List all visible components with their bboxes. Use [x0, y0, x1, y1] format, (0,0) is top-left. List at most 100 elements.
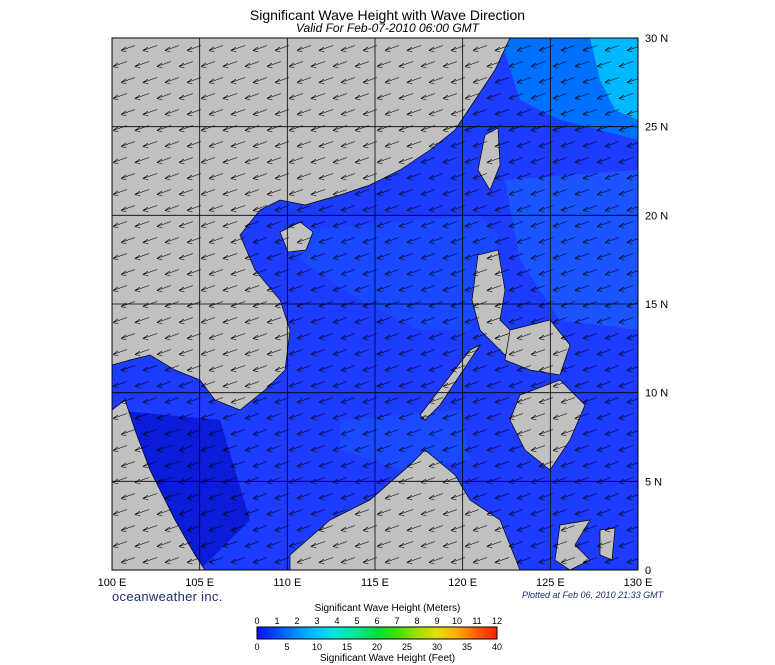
wave-direction-arrow [186, 461, 202, 469]
wave-direction-arrow [450, 333, 466, 341]
wave-direction-arrow [398, 317, 414, 325]
wave-direction-arrow [156, 253, 172, 261]
wave-direction-arrow [384, 269, 400, 277]
wave-direction-arrow [516, 493, 532, 501]
wave-direction-arrow [208, 365, 224, 373]
wave-direction-arrow [178, 125, 194, 133]
wave-direction-arrow [340, 493, 356, 501]
colorbar-swatch [305, 627, 308, 639]
wave-direction-arrow [384, 237, 400, 245]
colorbar-swatch [297, 627, 300, 639]
colorbar-swatch [443, 627, 446, 639]
east-wave-zone [505, 170, 638, 330]
wave-direction-arrow [530, 477, 546, 485]
wave-direction-arrow [442, 477, 458, 485]
wave-direction-arrow [626, 238, 638, 245]
wave-direction-arrow [464, 285, 480, 293]
colorbar-swatch [309, 627, 312, 639]
wave-direction-arrow [164, 45, 180, 53]
wave-direction-arrow [340, 77, 356, 85]
colorbar-swatch [487, 627, 490, 639]
colorbar-swatch [459, 627, 462, 639]
wave-direction-arrow [120, 77, 136, 85]
wave-direction-arrow [428, 461, 444, 469]
wave-direction-arrow [178, 285, 194, 293]
colorbar-swatch [381, 627, 384, 639]
wave-direction-arrow [406, 429, 422, 437]
wave-direction-arrow [332, 349, 348, 357]
wave-direction-arrow [574, 189, 590, 197]
wave-direction-arrow [244, 445, 260, 453]
wave-direction-arrow [442, 189, 458, 197]
land-malay-peninsula [112, 399, 206, 570]
wave-direction-arrow [450, 109, 466, 117]
wave-direction-arrow [508, 413, 524, 421]
wave-direction-arrow [332, 93, 348, 101]
wave-direction-arrow [472, 173, 488, 181]
longitude-label: 115 E [361, 577, 389, 589]
colorbar-swatch [257, 627, 260, 639]
wave-direction-arrow [398, 509, 414, 517]
wave-direction-arrow [332, 221, 348, 229]
colorbar-swatch [481, 627, 484, 639]
map-frame [111, 37, 639, 571]
wave-direction-arrow [450, 461, 466, 469]
wave-direction-arrow [530, 317, 546, 325]
wave-direction-arrow [340, 269, 356, 277]
wave-direction-arrow [112, 509, 128, 517]
wave-direction-arrow [574, 413, 590, 421]
wave-direction-arrow [362, 269, 378, 277]
wave-direction-arrow [398, 253, 414, 261]
colorbar-swatch [271, 627, 274, 639]
colorbar-meter-tick: 9 [434, 616, 439, 626]
wave-direction-arrow [134, 125, 150, 133]
wave-direction-arrow [464, 125, 480, 133]
colorbar-swatch [429, 627, 432, 639]
wave-direction-arrow [626, 174, 638, 181]
wave-direction-arrow [354, 189, 370, 197]
wave-direction-arrow [288, 317, 304, 325]
wave-direction-arrow [472, 237, 488, 245]
wave-direction-arrow [230, 205, 246, 213]
wave-direction-arrow [266, 381, 282, 389]
wave-direction-arrow [406, 397, 422, 405]
colorbar-swatch [287, 627, 290, 639]
wave-direction-arrow [266, 477, 282, 485]
wave-direction-arrow [560, 45, 576, 53]
wave-direction-arrow [560, 365, 576, 373]
wave-direction-arrow [494, 45, 510, 53]
wave-direction-arrow [508, 61, 524, 69]
wave-direction-arrow [288, 221, 304, 229]
wave-direction-arrow [494, 429, 510, 437]
colorbar-swatch [453, 627, 456, 639]
colorbar-swatch [343, 627, 346, 639]
wave-direction-arrow [142, 365, 158, 373]
wave-direction-arrow [340, 525, 356, 533]
wave-direction-arrow [156, 509, 172, 517]
colorbar-swatch [361, 627, 364, 639]
wave-direction-arrow [318, 333, 334, 341]
wave-direction-arrow [156, 93, 172, 101]
wave-direction-arrow [464, 253, 480, 261]
colorbar-swatch [457, 627, 460, 639]
wave-direction-arrow [266, 221, 282, 229]
wave-direction-arrow [252, 173, 268, 181]
wave-direction-arrow [156, 381, 172, 389]
wave-direction-arrow [142, 301, 158, 309]
wave-direction-arrow [596, 413, 612, 421]
wave-direction-arrow [222, 61, 238, 69]
wave-direction-arrow [516, 45, 532, 53]
wave-direction-arrow [266, 445, 282, 453]
wave-direction-arrow [354, 413, 370, 421]
wave-direction-arrow [296, 173, 312, 181]
wave-direction-arrow [208, 141, 224, 149]
wave-direction-arrow [596, 125, 612, 133]
wave-direction-arrow [318, 77, 334, 85]
wave-direction-arrow [200, 317, 216, 325]
wave-direction-arrow [508, 509, 524, 517]
colorbar-swatch [275, 627, 278, 639]
wave-direction-arrow [318, 237, 334, 245]
colorbar-swatch [341, 627, 344, 639]
wave-direction-arrow [178, 381, 194, 389]
colorbar-swatch [447, 627, 450, 639]
